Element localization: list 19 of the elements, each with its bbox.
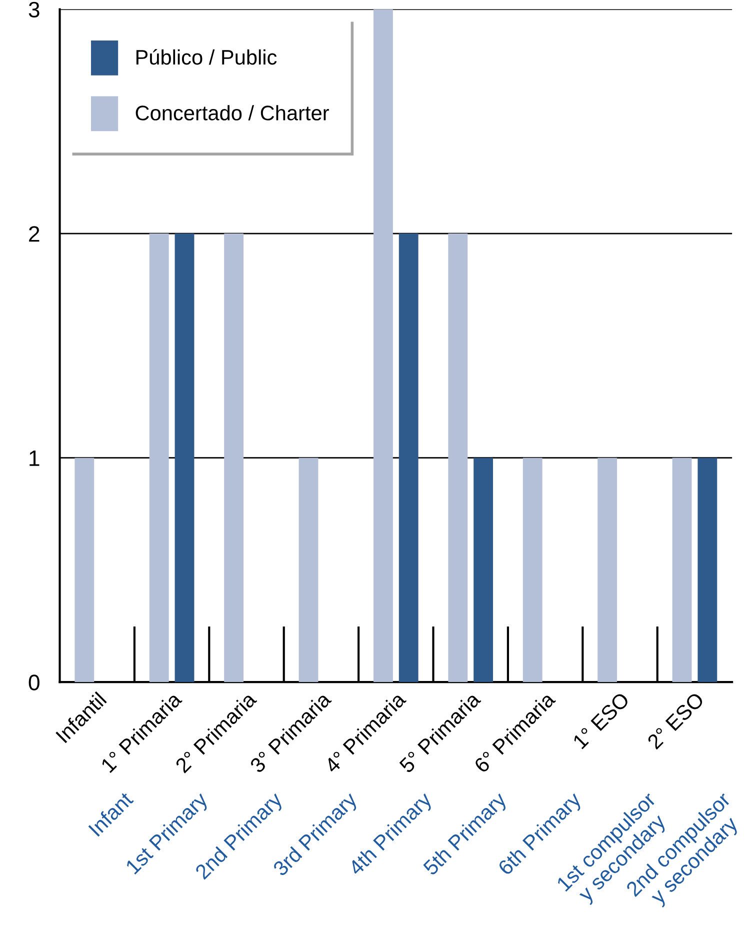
bar [224,234,244,682]
bar [174,234,194,682]
bar [474,458,494,682]
y-tick-label: 3 [28,2,40,18]
y-tick-label: 1 [30,450,40,466]
y-tick-label: 2 [29,226,40,242]
bar [74,458,94,682]
bar [374,9,393,682]
bar [698,458,718,682]
y-tick-label: 0 [28,674,40,690]
bar [298,458,318,682]
bar [448,234,468,682]
bar [598,458,618,682]
bar [149,234,169,682]
legend-label: Concertado / Charter [136,105,329,120]
legend-label: Público / Public [136,49,277,65]
bar [398,234,418,682]
bar [522,458,542,682]
bar [672,458,692,682]
